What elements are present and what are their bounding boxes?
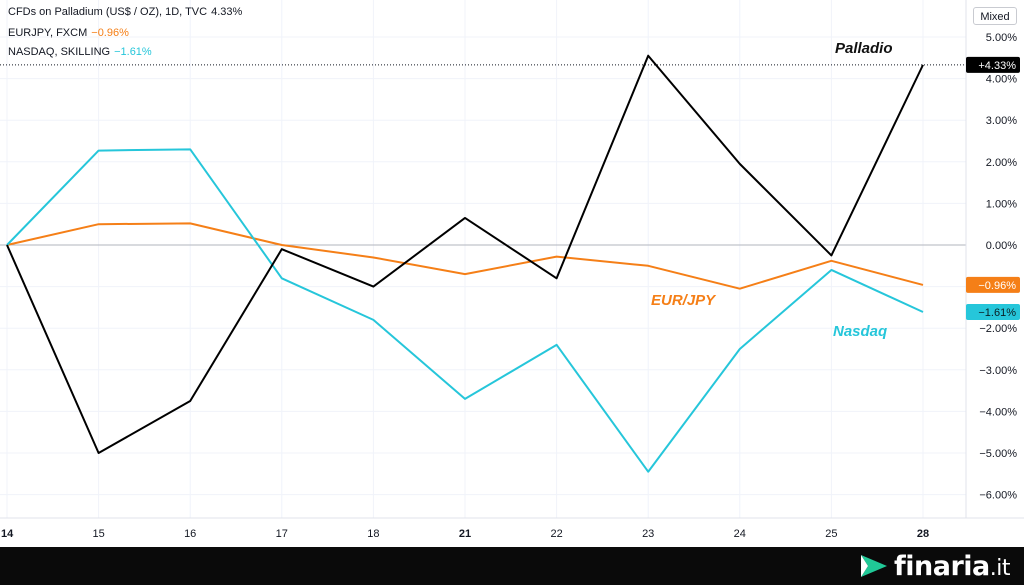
price-axis: 5.00% 4.00% 3.00% 2.00% 1.00% 0.00% −2.00% −3.0… xyxy=(979,32,1017,502)
last-value-badge xyxy=(966,303,1020,320)
series-label-nasdaq: Nasdaq xyxy=(833,323,887,340)
y-tick-label: −6.00% xyxy=(979,490,1017,502)
scale-mode-button[interactable]: Mixed xyxy=(973,7,1017,25)
legend-nasdaq-value: −1.61% xyxy=(114,46,152,58)
y-tick-label: 5.00% xyxy=(986,32,1017,44)
x-tick-label: 24 xyxy=(734,528,746,540)
brand-tld: .it xyxy=(989,555,1011,581)
x-tick-label: 22 xyxy=(550,528,562,540)
footer-bar: finaria.it xyxy=(0,547,1024,585)
legend-nasdaq-label: NASDAQ, SKILLING xyxy=(8,46,111,58)
legend-palladium-value: 4.33% xyxy=(211,6,243,18)
series-line-nasdaq xyxy=(6,148,924,473)
x-tick-label: 23 xyxy=(642,528,654,540)
x-tick-label: 18 xyxy=(367,528,379,540)
legend-eurjpy-label: EURJPY, FXCM xyxy=(8,27,88,39)
brand-name: finaria.it xyxy=(894,551,1010,582)
last-value-badges: +4.33% −0.96% −1.61% xyxy=(966,56,1020,320)
time-axis[interactable]: 14 15 16 17 18 21 22 23 24 25 28 xyxy=(1,528,929,540)
series-line-eurjpy xyxy=(6,222,924,290)
legend-eurjpy-value: −0.96% xyxy=(91,27,129,39)
y-tick-label: 4.00% xyxy=(986,74,1017,86)
brand-name-text: finaria xyxy=(894,550,990,582)
y-tick-label: 1.00% xyxy=(986,198,1017,210)
last-value-badge xyxy=(966,276,1020,293)
y-tick-label: −3.00% xyxy=(979,365,1017,377)
series-labels: Palladio EUR/JPY Nasdaq xyxy=(651,40,893,340)
legend-eurjpy[interactable]: EURJPY, FXCM −0.96% xyxy=(8,27,129,39)
y-tick-label: −2.00% xyxy=(979,323,1017,335)
y-tick-label: 0.00% xyxy=(986,240,1017,252)
x-tick-label: 14 xyxy=(1,528,14,540)
series-line-palladio xyxy=(6,54,924,454)
arrow-logo-icon xyxy=(861,555,888,577)
x-tick-label: 25 xyxy=(825,528,837,540)
series-label-eurjpy: EUR/JPY xyxy=(651,292,717,309)
grid xyxy=(0,0,966,518)
y-tick-label: −5.00% xyxy=(979,448,1017,460)
last-value-badge-text: −1.61% xyxy=(978,307,1016,319)
legend-palladium-label: CFDs on Palladium (US$ / OZ), 1D, TVC xyxy=(8,6,208,18)
chart-canvas: Palladio EUR/JPY Nasdaq 5.00% 4.00% 3.00% 2.0… xyxy=(0,0,1024,540)
x-tick-label: 21 xyxy=(459,528,471,540)
legend-palladium[interactable]: CFDs on Palladium (US$ / OZ), 1D, TVC 4.3… xyxy=(8,6,242,18)
x-tick-label: 16 xyxy=(184,528,196,540)
last-value-badge-text: +4.33% xyxy=(978,60,1016,72)
series-lines xyxy=(6,54,924,473)
y-tick-label: −4.00% xyxy=(979,406,1017,418)
last-value-badge xyxy=(966,56,1020,73)
x-tick-label: 17 xyxy=(276,528,288,540)
series-label-palladio: Palladio xyxy=(835,40,893,57)
last-value-badge-text: −0.96% xyxy=(978,280,1016,292)
y-tick-label: 3.00% xyxy=(986,115,1017,127)
brand-logo[interactable]: finaria.it xyxy=(859,549,1011,583)
legend-nasdaq[interactable]: NASDAQ, SKILLING −1.61% xyxy=(8,46,152,58)
y-tick-label: 2.00% xyxy=(986,157,1017,169)
x-tick-label: 28 xyxy=(917,528,929,540)
x-tick-label: 15 xyxy=(92,528,104,540)
